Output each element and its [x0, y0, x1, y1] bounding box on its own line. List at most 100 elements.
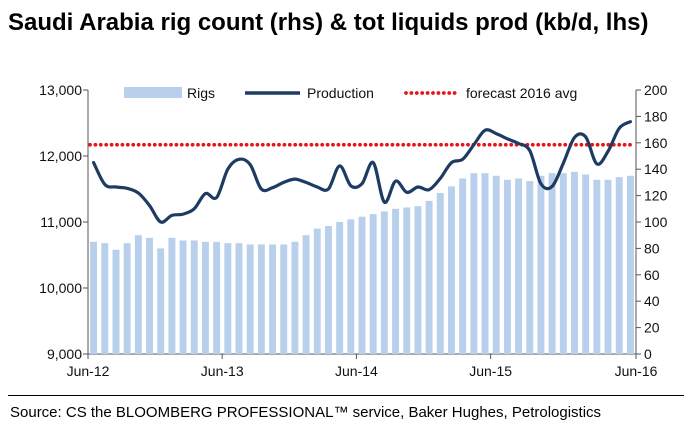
rig-bar: [537, 175, 545, 354]
forecast-dot: [493, 142, 497, 147]
forecast-dot: [352, 142, 357, 147]
forecast-dot: [125, 142, 130, 147]
forecast-dot: [422, 142, 427, 147]
right-tick-label: 160: [644, 135, 668, 151]
forecast-dot: [309, 142, 314, 147]
forecast-dot: [206, 142, 211, 147]
legend-rigs-label: Rigs: [187, 85, 215, 101]
rig-bar: [380, 211, 388, 354]
forecast-dot: [455, 142, 460, 147]
forecast-dot: [579, 142, 584, 147]
forecast-dot: [552, 142, 557, 147]
forecast-dot: [314, 142, 319, 147]
legend-forecast-dot: [420, 91, 425, 95]
rig-bar: [526, 181, 534, 354]
forecast-dot: [169, 142, 173, 147]
forecast-dot: [503, 142, 508, 147]
forecast-dot: [152, 142, 157, 147]
right-tick-label: 80: [644, 240, 660, 256]
forecast-dot: [509, 142, 514, 147]
legend-forecast-dot: [425, 91, 430, 95]
rig-bar: [503, 179, 511, 354]
rig-bar: [235, 243, 243, 354]
right-tick-label: 0: [644, 346, 652, 362]
forecast-dot: [347, 142, 352, 147]
rig-bar: [559, 173, 567, 354]
x-axis: Jun-12 Jun-13 Jun-14 Jun-15 Jun-16: [67, 353, 658, 379]
rig-bar: [548, 173, 556, 354]
right-tick-label: 180: [644, 108, 668, 124]
forecast-dot: [304, 142, 308, 147]
forecast-dot: [374, 142, 379, 147]
forecast-dot: [628, 142, 632, 147]
rig-bar: [425, 200, 433, 354]
rig-bar: [201, 241, 209, 354]
source-divider: [8, 395, 684, 396]
rig-bar: [190, 240, 198, 354]
forecast-dot: [336, 142, 341, 147]
forecast-dot: [476, 142, 481, 147]
rig-bar: [481, 173, 489, 354]
rig-bar: [302, 235, 310, 354]
forecast-dot: [379, 142, 384, 147]
rig-bar: [224, 243, 232, 354]
left-axis: 9,000 10,000 11,000 12,000 13,000: [39, 82, 89, 362]
legend-forecast-dot: [452, 91, 457, 95]
forecast-dot: [428, 142, 433, 147]
forecast-dot: [104, 142, 109, 147]
legend: Rigs Production forecast 2016 avg: [124, 85, 577, 101]
rig-bar: [324, 225, 332, 354]
rig-bar: [492, 175, 500, 354]
forecast-dot: [363, 142, 368, 147]
x-tick-label: Jun-13: [201, 363, 244, 379]
source-note: Source: CS the BLOOMBERG PROFESSIONAL™ s…: [10, 404, 602, 421]
left-tick-label: 13,000: [39, 82, 82, 98]
rig-bar: [246, 244, 254, 354]
production-series-line: [92, 120, 632, 224]
forecast-dot: [595, 142, 600, 147]
forecast-dot: [368, 142, 373, 147]
rig-bar: [134, 235, 142, 354]
legend-forecast-dot: [441, 91, 446, 95]
forecast-dot: [109, 142, 114, 147]
forecast-dot: [622, 142, 627, 147]
rig-bar: [369, 214, 377, 354]
forecast-dot: [482, 142, 487, 147]
forecast-dot: [444, 142, 449, 147]
forecast-dot: [115, 142, 119, 147]
forecast-dot: [201, 142, 206, 147]
rig-bar: [280, 244, 288, 354]
forecast-dot: [439, 142, 443, 147]
left-tick-label: 12,000: [39, 148, 82, 164]
legend-forecast-dot: [436, 91, 441, 95]
x-tick-label: Jun-14: [335, 363, 378, 379]
forecast-dot: [287, 142, 292, 147]
production-line: [92, 120, 632, 224]
legend-forecast-dot: [404, 91, 408, 95]
rig-bar: [582, 174, 590, 354]
forecast-dot: [255, 142, 260, 147]
forecast-dot: [277, 142, 281, 147]
rig-bar: [571, 171, 578, 354]
rig-bar: [414, 206, 422, 354]
forecast-dot: [223, 142, 227, 147]
forecast-dot: [293, 142, 298, 147]
forecast-dot: [271, 142, 276, 147]
forecast-dot: [417, 142, 422, 147]
forecast-dot: [217, 142, 222, 147]
rig-bar: [291, 241, 299, 354]
rig-bar: [90, 241, 98, 354]
forecast-dot: [185, 142, 190, 147]
forecast-dot: [266, 142, 271, 147]
legend-forecast-dot: [431, 91, 435, 95]
right-tick-label: 20: [644, 320, 660, 336]
rig-bar: [101, 243, 109, 354]
forecast-dot: [433, 142, 438, 147]
right-tick-label: 100: [644, 214, 668, 230]
forecast-dot: [147, 142, 152, 147]
forecast-dot: [212, 142, 217, 147]
forecast-dot: [98, 142, 103, 147]
forecast-line: [88, 142, 632, 147]
left-tick-label: 11,000: [40, 214, 82, 230]
right-tick-label: 60: [644, 267, 660, 283]
